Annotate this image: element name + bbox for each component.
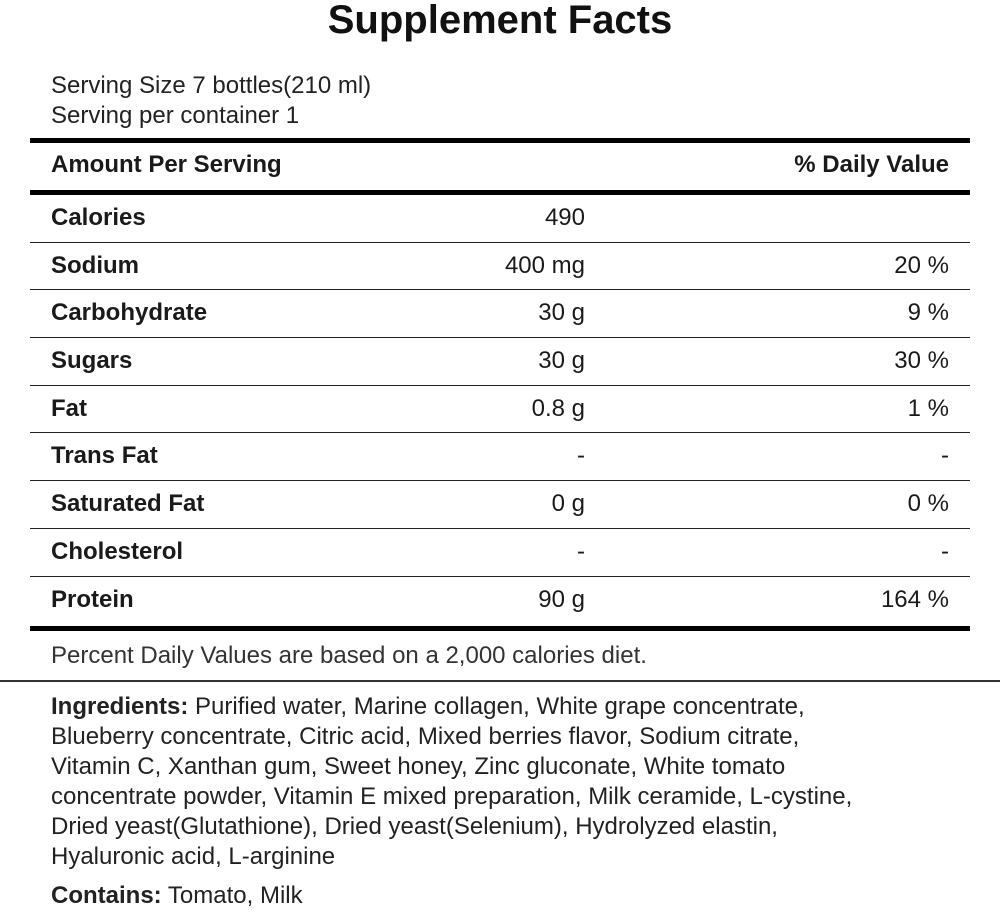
serving-size: Serving Size 7 bottles(210 ml)	[51, 72, 372, 99]
contains-text: Tomato, Milk	[161, 882, 303, 909]
ingredients-label: Ingredients:	[51, 693, 189, 720]
nutrient-name: Sugars	[51, 347, 133, 375]
ingredients-line: Dried yeast(Glutathione), Dried yeast(Se…	[51, 813, 778, 840]
ingredients-line: Vitamin C, Xanthan gum, Sweet honey, Zin…	[51, 753, 786, 780]
nutrient-daily-value: 9 %	[907, 299, 949, 327]
nutrient-amount: 30 g	[538, 347, 585, 375]
nutrient-name: Cholesterol	[51, 537, 184, 565]
thick-divider-top	[30, 138, 970, 143]
nutrient-amount: 490	[544, 204, 585, 231]
nutrient-row-saturated-fat: Saturated Fat 0 g 0 %	[30, 481, 970, 529]
nutrient-row-trans-fat: Trans Fat - -	[30, 433, 970, 482]
nutrient-row-protein: Protein 90 g 164 %	[30, 577, 970, 625]
nutrient-amount: 0.8 g	[531, 394, 585, 422]
contains-label: Contains:	[51, 882, 162, 909]
thick-divider-bottom	[30, 626, 970, 631]
page-title: Supplement Facts	[327, 0, 673, 42]
ingredients-line: Ingredients: Purified water, Marine coll…	[51, 692, 951, 722]
nutrient-daily-value: -	[941, 442, 949, 470]
nutrient-amount: -	[577, 442, 585, 470]
servings-per-container: Serving per container 1	[51, 102, 300, 129]
nutrient-daily-value: 1 %	[907, 394, 949, 422]
ingredients-line: Blueberry concentrate, Citric acid, Mixe…	[51, 723, 800, 750]
nutrient-row-calories: Calories 490	[30, 195, 970, 243]
nutrient-amount: 90 g	[538, 585, 585, 613]
nutrient-row-sugars: Sugars 30 g 30 %	[30, 338, 970, 386]
nutrient-amount: 0 g	[551, 490, 585, 518]
nutrient-name: Carbohydrate	[51, 299, 208, 327]
ingredients-line: concentrate powder, Vitamin E mixed prep…	[51, 783, 853, 810]
full-width-divider	[0, 680, 1000, 682]
nutrient-table: Calories 490 Sodium 400 mg 20 % Carbohyd…	[30, 195, 970, 624]
nutrient-row-cholesterol: Cholesterol - -	[30, 529, 970, 577]
nutrient-name: Fat	[51, 394, 87, 422]
nutrient-daily-value: 20 %	[894, 251, 949, 279]
amount-per-serving-header: Amount Per Serving	[51, 151, 282, 178]
nutrient-amount: 400 mg	[504, 251, 585, 279]
nutrient-daily-value: 0 %	[907, 490, 949, 518]
ingredients-text: Purified water, Marine collagen, White g…	[188, 693, 805, 720]
thick-divider-header	[30, 190, 970, 195]
nutrient-row-carbohydrate: Carbohydrate 30 g 9 %	[30, 290, 970, 339]
nutrient-name: Protein	[51, 585, 134, 613]
nutrient-name: Trans Fat	[51, 442, 158, 470]
nutrient-amount: 30 g	[538, 299, 585, 327]
daily-value-footnote: Percent Daily Values are based on a 2,00…	[51, 642, 647, 669]
nutrient-name: Calories	[51, 204, 146, 231]
nutrient-name: Sodium	[51, 251, 139, 279]
contains-block: Contains: Tomato, Milk	[51, 881, 303, 911]
nutrient-daily-value: 164 %	[880, 585, 949, 613]
ingredients-block: Ingredients: Purified water, Marine coll…	[51, 692, 951, 872]
nutrient-row-fat: Fat 0.8 g 1 %	[30, 386, 970, 434]
nutrient-daily-value: -	[941, 537, 949, 565]
nutrient-daily-value: 30 %	[894, 347, 949, 375]
ingredients-line: Hyaluronic acid, L-arginine	[51, 843, 336, 870]
daily-value-header: % Daily Value	[794, 151, 949, 178]
nutrient-amount: -	[577, 537, 585, 565]
nutrient-row-sodium: Sodium 400 mg 20 %	[30, 243, 970, 291]
nutrient-name: Saturated Fat	[51, 490, 205, 518]
